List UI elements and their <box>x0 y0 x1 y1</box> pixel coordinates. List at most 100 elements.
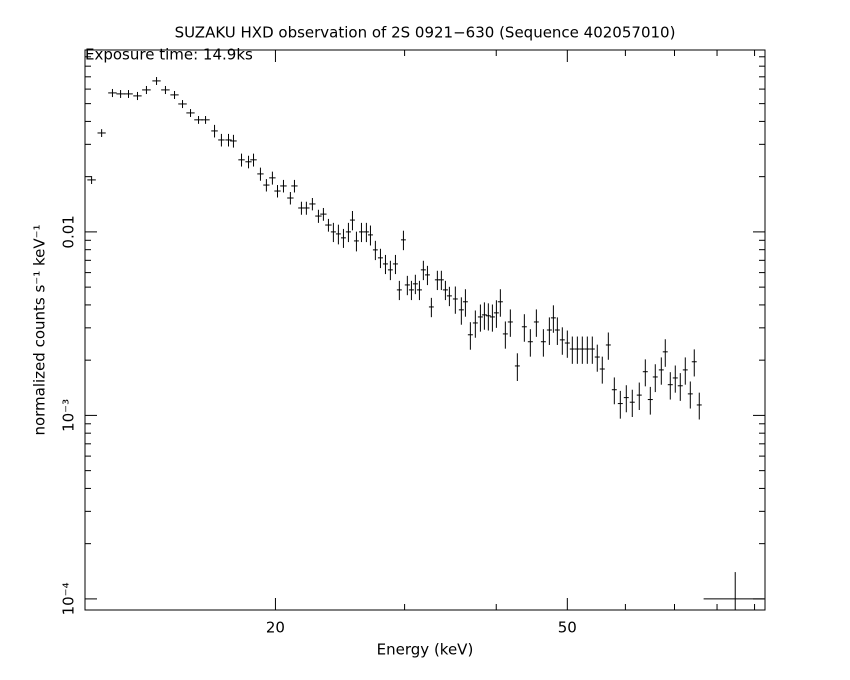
data-point <box>230 134 237 148</box>
data-point <box>636 382 642 411</box>
data-point <box>349 210 355 231</box>
data-point <box>629 389 635 418</box>
data-point <box>667 372 673 400</box>
data-point <box>550 305 556 333</box>
data-point <box>269 171 276 185</box>
data-point <box>287 191 294 205</box>
chart-title: SUZAKU HXD observation of 2S 0921−630 (S… <box>175 24 676 42</box>
data-point <box>408 280 414 301</box>
y-tick-label: 10⁻⁴ <box>60 582 78 615</box>
data-point <box>472 310 478 338</box>
data-point <box>647 386 653 415</box>
data-point <box>687 381 693 409</box>
data-point <box>554 317 560 345</box>
data-point <box>424 265 430 286</box>
data-point <box>335 224 341 245</box>
data-point <box>589 336 595 364</box>
data-point <box>257 167 264 181</box>
data-point <box>696 392 702 420</box>
data-point <box>396 280 402 301</box>
data-point <box>467 322 473 350</box>
data-point <box>642 359 648 387</box>
data-point <box>682 357 688 385</box>
x-tick-label: 20 <box>266 619 285 637</box>
data-point <box>662 339 668 367</box>
data-point <box>477 304 483 332</box>
data-point <box>507 309 513 337</box>
data-point <box>442 280 448 301</box>
data-point <box>672 365 678 393</box>
data-point <box>485 303 491 331</box>
data-point <box>652 364 658 393</box>
data-point <box>303 201 310 215</box>
data-point <box>359 222 364 243</box>
data-point <box>611 377 617 405</box>
data-point <box>412 274 418 295</box>
data-point <box>446 286 452 307</box>
data-point <box>218 133 225 147</box>
data-point <box>559 327 565 355</box>
data-point <box>320 207 327 221</box>
data-point <box>605 332 611 360</box>
y-tick-label: 0.01 <box>60 215 78 248</box>
data-point <box>594 344 600 372</box>
data-point <box>404 275 410 296</box>
data-point <box>420 260 426 281</box>
data-point <box>142 85 151 95</box>
data-point <box>238 153 245 167</box>
data-point <box>540 329 546 357</box>
data-point <box>599 356 605 384</box>
data-point <box>377 248 383 269</box>
data-point <box>170 90 179 99</box>
data-point <box>325 218 332 232</box>
data-point <box>353 231 359 252</box>
data-point <box>152 77 161 85</box>
chart-subtitle: Exposure time: 14.9ks <box>85 46 253 64</box>
data-point <box>330 222 336 243</box>
data-point <box>382 254 388 275</box>
data-point <box>263 179 270 192</box>
data-point <box>564 330 570 358</box>
data-point <box>345 222 351 243</box>
data-point <box>315 209 322 223</box>
data-point <box>527 329 533 357</box>
data-point <box>617 390 623 419</box>
data-point <box>400 230 406 251</box>
data-point <box>116 90 125 98</box>
data-point <box>245 155 252 169</box>
data-point <box>502 321 508 349</box>
data-point <box>87 176 96 184</box>
data-point <box>691 349 697 377</box>
data-point <box>428 297 434 318</box>
data-point <box>186 109 195 117</box>
data-point <box>584 336 590 364</box>
data-point <box>514 353 520 381</box>
x-axis-label: Energy (keV) <box>377 641 474 659</box>
x-tick-label: 50 <box>558 619 577 637</box>
data-point <box>497 289 503 317</box>
data-point <box>416 280 422 301</box>
data-point <box>225 133 232 147</box>
data-point <box>367 225 373 246</box>
data-point <box>574 336 580 364</box>
data-point <box>677 373 683 401</box>
data-point <box>546 317 552 345</box>
data-point <box>623 385 629 413</box>
data-point <box>458 297 464 325</box>
data-point <box>493 300 499 328</box>
data-point <box>291 179 298 193</box>
data-point <box>280 179 287 193</box>
data-point <box>481 302 487 330</box>
plot-frame <box>84 49 766 611</box>
data-point <box>372 240 378 261</box>
data-point <box>434 270 440 291</box>
data-point <box>250 153 257 167</box>
data-point <box>340 228 346 248</box>
data-point <box>658 357 664 385</box>
data-point <box>569 336 575 364</box>
data-point <box>108 88 117 98</box>
data-point <box>178 100 187 109</box>
data-point <box>438 270 444 291</box>
y-tick-label: 10⁻³ <box>60 399 78 432</box>
